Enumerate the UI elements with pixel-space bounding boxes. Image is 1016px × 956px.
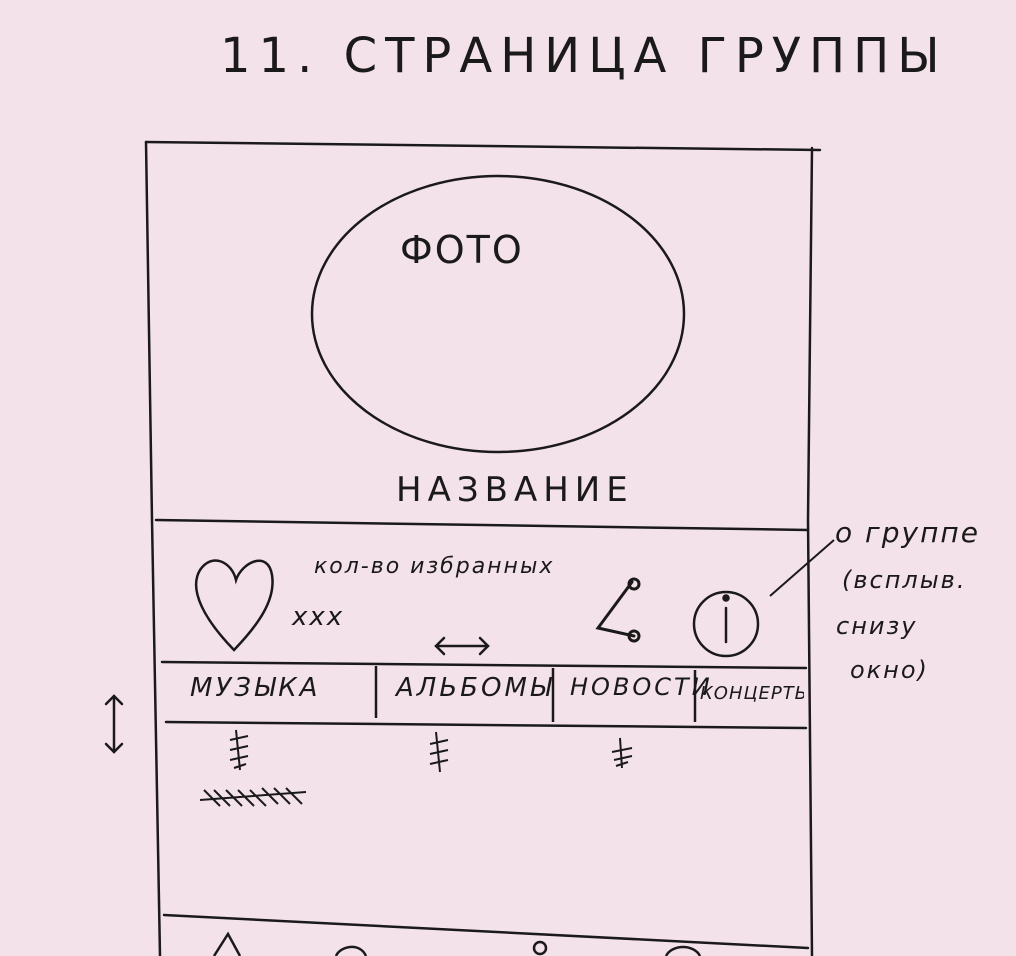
heart-icon[interactable] xyxy=(194,559,274,652)
share-icon[interactable] xyxy=(595,577,641,643)
photo-label: ФОТО xyxy=(400,228,524,272)
info-icon[interactable] xyxy=(692,590,760,658)
tab-music[interactable]: МУЗЫКА xyxy=(190,673,321,703)
favorites-count-label: кол-во избранных xyxy=(314,554,555,579)
tab-concerts[interactable]: КОНЦЕРТЫ xyxy=(700,683,804,704)
info-note-title: о группе xyxy=(835,516,980,549)
group-photo-placeholder xyxy=(310,174,686,454)
tab-albums[interactable]: АЛЬБОМЫ xyxy=(396,673,555,703)
double-arrow-vertical-icon xyxy=(104,694,124,754)
info-note-line: снизу xyxy=(836,612,918,640)
info-note-line: окно) xyxy=(850,656,929,684)
group-name-label: НАЗВАНИЕ xyxy=(396,470,634,510)
tab-separators xyxy=(374,666,697,722)
crossed-out-scribbles xyxy=(199,729,633,807)
page-title: 11. СТРАНИЦА ГРУППЫ xyxy=(220,28,948,84)
info-note-line: (всплыв. xyxy=(842,566,967,594)
info-note-pointer xyxy=(769,539,835,597)
bottom-partial-icons xyxy=(212,931,702,956)
phone-frame xyxy=(144,140,822,956)
favorites-count-value: xxx xyxy=(292,602,345,632)
double-arrow-horizontal-icon xyxy=(434,636,490,656)
tab-news[interactable]: НОВОСТИ xyxy=(570,673,713,701)
